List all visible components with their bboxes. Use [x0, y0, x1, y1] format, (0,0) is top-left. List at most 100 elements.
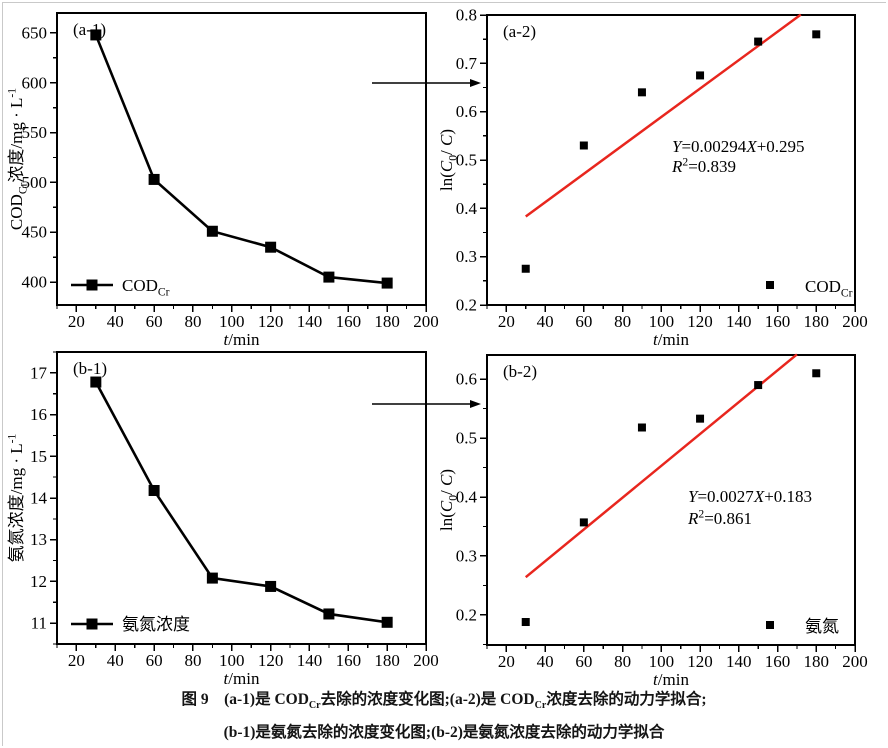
- y-axis-label: CODCr浓度/mg · L-1: [6, 88, 30, 230]
- y-tick-label: 0.5: [456, 429, 477, 448]
- y-tick-label: 450: [22, 223, 48, 242]
- y-tick-label: 13: [30, 530, 47, 549]
- legend-label: CODCr: [122, 276, 170, 298]
- data-point: [323, 271, 335, 283]
- data-point: [579, 518, 588, 527]
- y-axis: 400 450 500 550 600 650: [22, 23, 57, 292]
- data-line: [94, 381, 388, 624]
- data-point: [90, 376, 102, 388]
- data-point: [696, 414, 705, 423]
- x-tick-label: 160: [765, 312, 791, 331]
- x-axis: 20 40 60 80 100 120 140 160 180 200: [486, 305, 868, 331]
- x-tick-label: 200: [413, 312, 439, 331]
- x-axis: 20 40 60 80 100 120 140 160 180 200: [56, 305, 439, 331]
- data-point: [754, 37, 763, 46]
- legend-marker: [86, 618, 98, 630]
- fit-line: [524, 13, 802, 218]
- legend-a2: CODCr: [766, 277, 853, 299]
- data-point: [206, 225, 218, 237]
- panel-label: (b-2): [503, 362, 537, 381]
- data-points: [521, 30, 821, 273]
- data-point: [696, 71, 705, 80]
- data-point: [323, 608, 335, 620]
- panel-label: (b-1): [73, 359, 107, 378]
- data-point: [812, 369, 821, 378]
- y-tick-label: 400: [22, 273, 48, 292]
- y-axis: 11 12 13 14 15 16 17: [30, 351, 57, 645]
- x-tick-label: 80: [614, 652, 631, 671]
- y-axis: 0.2 0.3 0.4 0.5 0.6 0.7 0.8: [456, 6, 487, 315]
- x-tick-label: 160: [765, 652, 791, 671]
- x-tick-label: 80: [184, 651, 201, 670]
- panel-label: (a-1): [73, 20, 106, 39]
- caption-line-1: 图 9 (a-1)是 CODCr去除的浓度变化图;(a-2)是 CODCr浓度去…: [181, 691, 707, 712]
- x-tick-label: 140: [297, 651, 323, 670]
- x-tick-label: 180: [374, 312, 400, 331]
- y-axis-label: ln(C0/ C): [437, 129, 459, 191]
- y-tick-label: 550: [22, 123, 48, 142]
- data-points: [90, 376, 393, 628]
- y-tick-label: 17: [30, 363, 48, 382]
- y-tick-label: 0.7: [456, 54, 478, 73]
- chart-b2: 20 40 60 80 100 120 140 160 180 2000.20.30.40.50.…: [437, 353, 868, 689]
- x-tick-label: 100: [219, 312, 245, 331]
- data-point: [148, 173, 160, 185]
- x-axis: 20 40 60 80 100 120 140 160 180 200: [56, 644, 439, 670]
- y-tick-label: 12: [30, 572, 47, 591]
- chart-a2: 20 40 60 80 100 120 140 160 180 2000.20.30.40.50.…: [437, 6, 868, 350]
- x-tick-label: 20: [498, 312, 515, 331]
- y-tick-label: 16: [30, 405, 47, 424]
- x-tick-label: 40: [537, 312, 554, 331]
- y-tick-label: 0.3: [456, 546, 477, 565]
- x-tick-label: 140: [726, 312, 752, 331]
- legend-a1: CODCr: [71, 276, 170, 298]
- x-tick-label: 100: [219, 651, 245, 670]
- data-line: [94, 34, 388, 285]
- x-tick-label: 40: [537, 652, 554, 671]
- x-tick-label: 200: [413, 651, 439, 670]
- x-tick-label: 100: [649, 312, 675, 331]
- x-tick-label: 80: [614, 312, 631, 331]
- data-point: [754, 381, 763, 390]
- y-tick-label: 0.4: [456, 199, 478, 218]
- x-tick-label: 120: [258, 312, 284, 331]
- data-point: [579, 141, 588, 150]
- y-tick-label: 600: [22, 73, 48, 92]
- x-tick-label: 120: [687, 652, 713, 671]
- y-tick-label: 0.4: [456, 488, 478, 507]
- chart-b1: 20 40 60 80 100 120 140 160 180 200 11 12 13 14 15 16 17…: [6, 351, 439, 688]
- x-tick-label: 120: [687, 312, 713, 331]
- y-axis-label: 氨氮浓度/mg · L-1: [6, 433, 27, 562]
- data-point: [265, 241, 277, 253]
- y-tick-label: 0.2: [456, 296, 477, 315]
- y-axis-label: ln(C0/ C): [437, 469, 459, 531]
- x-tick-label: 200: [842, 312, 868, 331]
- data-points: [521, 369, 821, 627]
- legend-marker: [766, 621, 774, 629]
- chart-a1: 20 40 60 80 100 120 140 160 180 200 400 450 500 550 60…: [6, 12, 439, 349]
- data-point: [521, 618, 530, 627]
- legend-b1: 氨氮浓度: [71, 615, 190, 634]
- x-tick-label: 40: [107, 312, 124, 331]
- x-tick-label: 120: [258, 651, 284, 670]
- x-axis-label: t/min: [653, 670, 689, 689]
- data-point: [90, 29, 102, 41]
- x-tick-label: 60: [146, 312, 163, 331]
- y-tick-label: 0.5: [456, 151, 477, 170]
- figure-caption: 图 9 (a-1)是 CODCr去除的浓度变化图;(a-2)是 CODCr浓度去…: [0, 686, 888, 746]
- right-arrow-icon: [372, 400, 481, 408]
- data-point: [148, 484, 160, 496]
- x-tick-label: 140: [297, 312, 323, 331]
- x-tick-label: 180: [374, 651, 400, 670]
- y-tick-label: 15: [30, 447, 47, 466]
- data-point: [812, 30, 821, 39]
- y-axis: 0.2 0.3 0.4 0.5 0.6: [456, 370, 487, 646]
- x-tick-label: 60: [146, 651, 163, 670]
- x-axis: 20 40 60 80 100 120 140 160 180 200: [486, 645, 868, 671]
- x-axis-label: t/min: [224, 330, 260, 349]
- charts-canvas: 20 40 60 80 100 120 140 160 180 200 400 450 500 550 60…: [6, 6, 868, 690]
- data-point: [265, 580, 277, 592]
- data-point: [381, 616, 393, 628]
- caption-line-2: (b-1)是氨氮去除的浓度变化图;(b-2)是氨氮浓度去除的动力学拟合: [223, 724, 665, 742]
